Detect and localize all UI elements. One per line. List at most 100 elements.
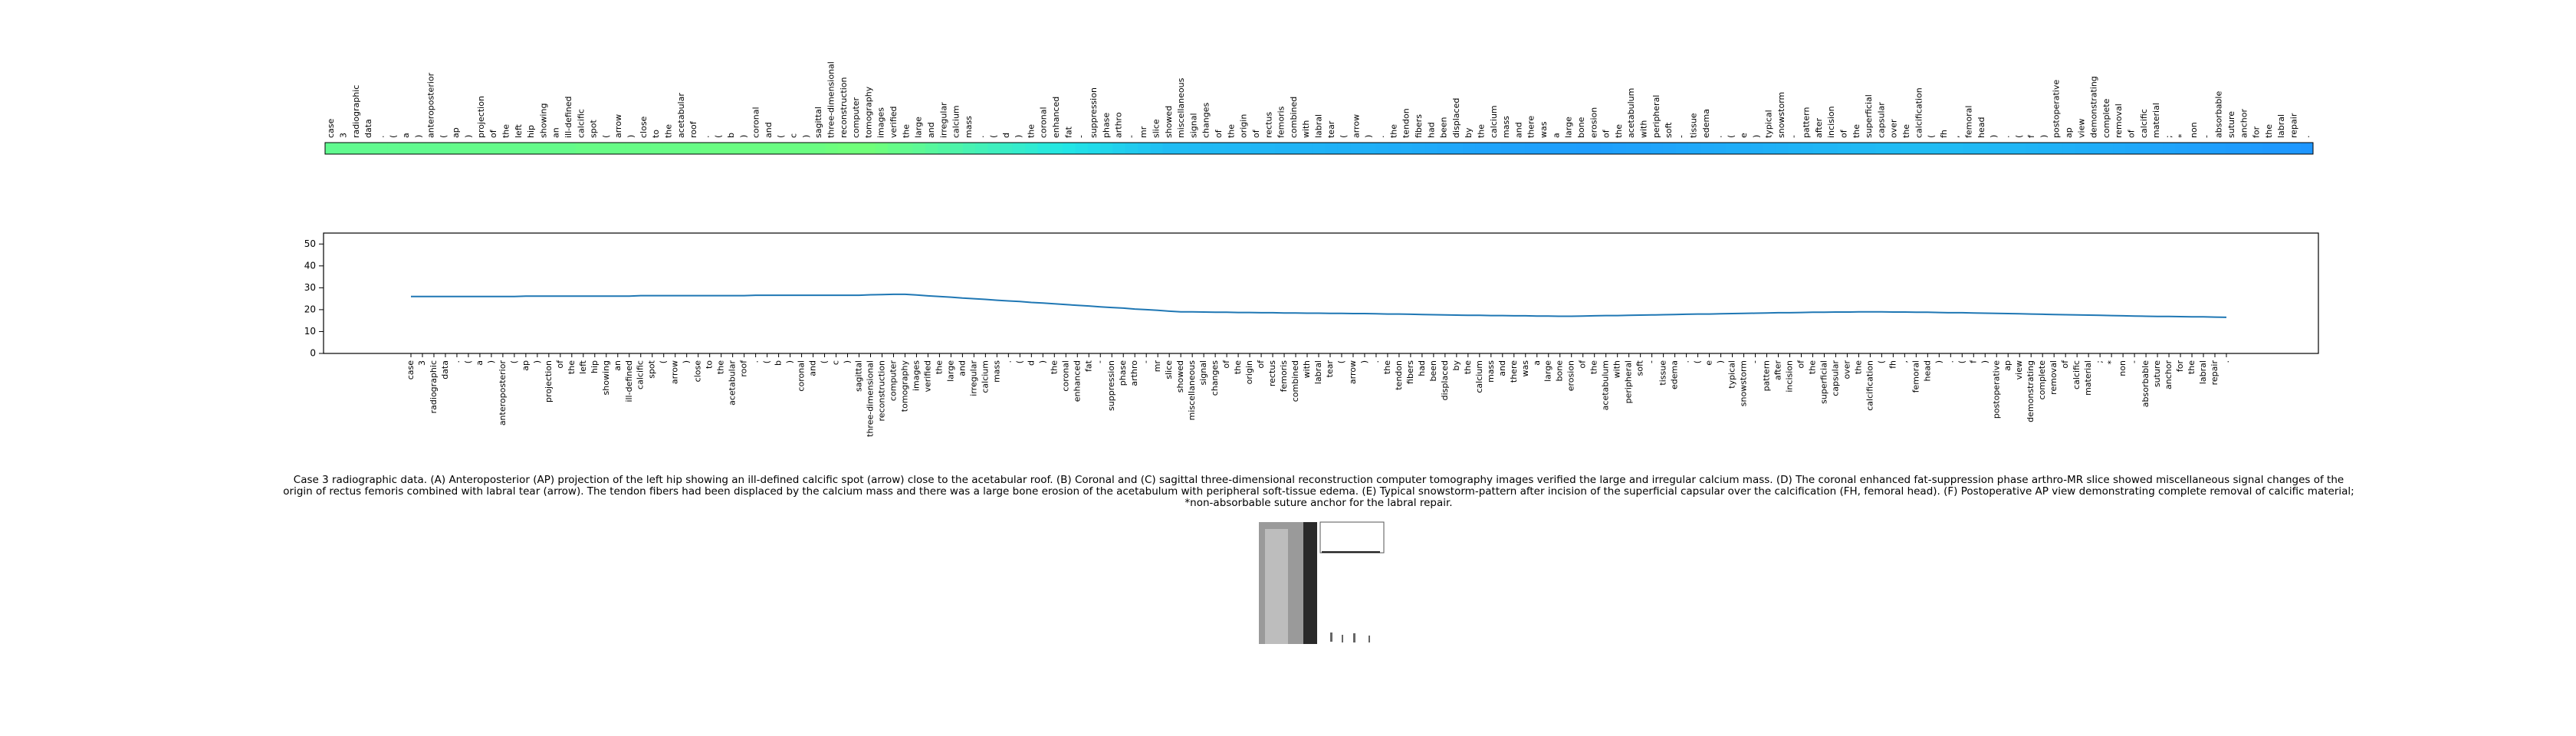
token-label: complete — [2101, 98, 2111, 138]
token-cell — [2163, 143, 2177, 154]
token-label: left — [514, 123, 524, 138]
token-cell — [987, 143, 1001, 154]
token-label: tendon — [1401, 108, 1411, 138]
token-label: ) — [1989, 135, 1999, 138]
token-cell — [1950, 143, 1963, 154]
token-label: miscellaneous — [1176, 77, 1186, 138]
token-label: . — [1714, 136, 1723, 139]
x-tick-label: ( — [509, 360, 519, 363]
token-cell — [1537, 143, 1551, 154]
token-label: the — [1026, 124, 1036, 138]
token-label: calcification — [1914, 87, 1924, 138]
token-cell — [1737, 143, 1751, 154]
x-tick-label: head — [1922, 360, 1932, 381]
token-label: snowstorm — [1776, 92, 1786, 138]
token-label: projection — [476, 96, 486, 138]
token-label: phase — [1101, 113, 1111, 138]
token-cell — [1862, 143, 1876, 154]
x-tick-label: an — [613, 360, 623, 371]
token-cell — [1063, 143, 1076, 154]
token-cell — [1237, 143, 1251, 154]
token-label: - — [1789, 135, 1799, 138]
token-cell — [1750, 143, 1763, 154]
token-cell — [2225, 143, 2239, 154]
x-tick-label: a — [1532, 360, 1542, 366]
x-tick-label: labral — [2198, 360, 2208, 384]
x-tick-label: ( — [659, 360, 669, 363]
token-label: rectus — [1263, 112, 1273, 138]
token-label: tear — [1326, 120, 1336, 138]
token-label: labral — [2276, 114, 2286, 138]
token-cell — [1275, 143, 1289, 154]
x-tick-label: ) — [1980, 360, 1990, 363]
image-panel — [1303, 522, 1317, 644]
y-tick-label: 10 — [304, 326, 316, 337]
token-cell — [500, 143, 514, 154]
x-tick-label: e — [1704, 360, 1714, 366]
x-tick-label: projection — [544, 360, 554, 402]
token-label: of — [2127, 129, 2137, 138]
token-label: reconstruction — [839, 77, 849, 138]
token-label: combined — [1289, 97, 1299, 138]
token-cell — [462, 143, 476, 154]
token-label: enhanced — [1051, 97, 1061, 138]
x-tick-label: labral — [1313, 360, 1323, 384]
token-label: d — [1001, 133, 1011, 138]
token-label: to — [651, 130, 661, 138]
token-label: ( — [714, 135, 724, 138]
y-tick-label: 0 — [310, 348, 316, 359]
token-cell — [1963, 143, 1976, 154]
token-label: the — [1614, 124, 1624, 138]
x-tick-label: the — [2187, 360, 2196, 374]
token-label: . — [2302, 136, 2312, 139]
token-label: acetabulum — [1626, 88, 1636, 138]
token-label: ) — [738, 135, 748, 138]
token-cell — [362, 143, 376, 154]
thumbnail — [1259, 521, 1385, 644]
x-tick-label: the — [1853, 360, 1863, 374]
token-label: absorbable — [2214, 91, 2224, 138]
x-tick-label: tomography — [899, 360, 909, 412]
token-cell — [837, 143, 851, 154]
token-label: coronal — [751, 107, 761, 138]
token-cell — [738, 143, 751, 154]
token-label: ap — [2064, 127, 2074, 138]
token-label: images — [876, 107, 886, 138]
token-label: ) — [626, 135, 636, 138]
token-label: showed — [1164, 106, 1174, 138]
token-cell — [1138, 143, 1151, 154]
x-tick-label: acetabulum — [1601, 360, 1611, 410]
token-label: and — [764, 122, 774, 138]
token-cell — [1850, 143, 1864, 154]
token-label: . — [2001, 136, 2011, 139]
x-tick-label: enhanced — [1072, 360, 1082, 402]
token-label: ) — [1014, 135, 1024, 138]
token-label: anchor — [2239, 109, 2249, 138]
token-label: fat — [1063, 126, 1073, 138]
token-cell — [700, 143, 714, 154]
token-cell — [1625, 143, 1638, 154]
token-cell — [524, 143, 538, 154]
token-cell — [1050, 143, 1063, 154]
x-tick-label: - — [1141, 360, 1151, 363]
x-tick-label: after — [1773, 360, 1783, 381]
token-label: three-dimensional — [826, 61, 836, 138]
token-cell — [2038, 143, 2052, 154]
token-cell — [2300, 143, 2314, 154]
token-cell — [875, 143, 889, 154]
x-tick-label: capsular — [1830, 360, 1840, 396]
token-cell — [1200, 143, 1214, 154]
token-cell — [2000, 143, 2014, 154]
caption-line: *non-absorbable suture anchor for the la… — [1184, 497, 1452, 509]
token-cell — [1900, 143, 1914, 154]
x-tick-label: , — [1899, 360, 1909, 363]
token-cell — [1450, 143, 1464, 154]
x-tick-label: displaced — [1440, 360, 1450, 400]
token-cell — [1188, 143, 1201, 154]
x-tick-label: femoral — [1911, 360, 1921, 393]
token-cell — [2088, 143, 2101, 154]
token-cell — [2262, 143, 2276, 154]
x-tick-label: postoperative — [1991, 360, 2001, 419]
token-cell — [1838, 143, 1852, 154]
